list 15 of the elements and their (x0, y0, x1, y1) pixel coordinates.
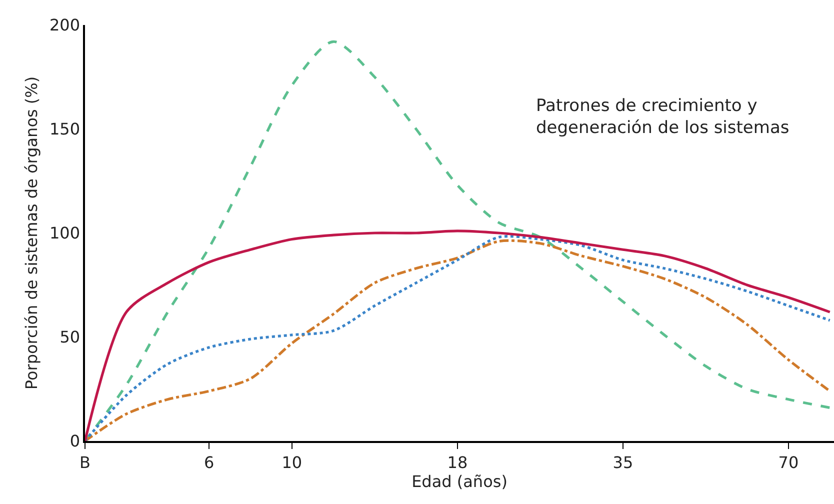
y-tick-label: 0 (70, 432, 80, 451)
y-tick-label: 200 (50, 16, 80, 35)
x-tick-label: 10 (282, 452, 302, 472)
annotation: Patrones de crecimiento y degeneración de los sistemas (536, 96, 790, 138)
y-tick-label: 150 (50, 120, 80, 139)
x-tick-label: 35 (612, 452, 634, 472)
y-tick-label: 50 (60, 328, 80, 347)
x-tick-label: B (80, 452, 90, 472)
x-tick-label: 70 (778, 452, 799, 472)
y-axis-title: Porporción de sistemas de órganos (%) (22, 76, 41, 390)
line-series (85, 40, 832, 441)
x-axis-title: Edad (años) (412, 472, 508, 491)
x-tick-label: 18 (447, 452, 468, 472)
x-tick-label: 6 (204, 452, 214, 472)
y-tick-label: 100 (50, 224, 80, 243)
